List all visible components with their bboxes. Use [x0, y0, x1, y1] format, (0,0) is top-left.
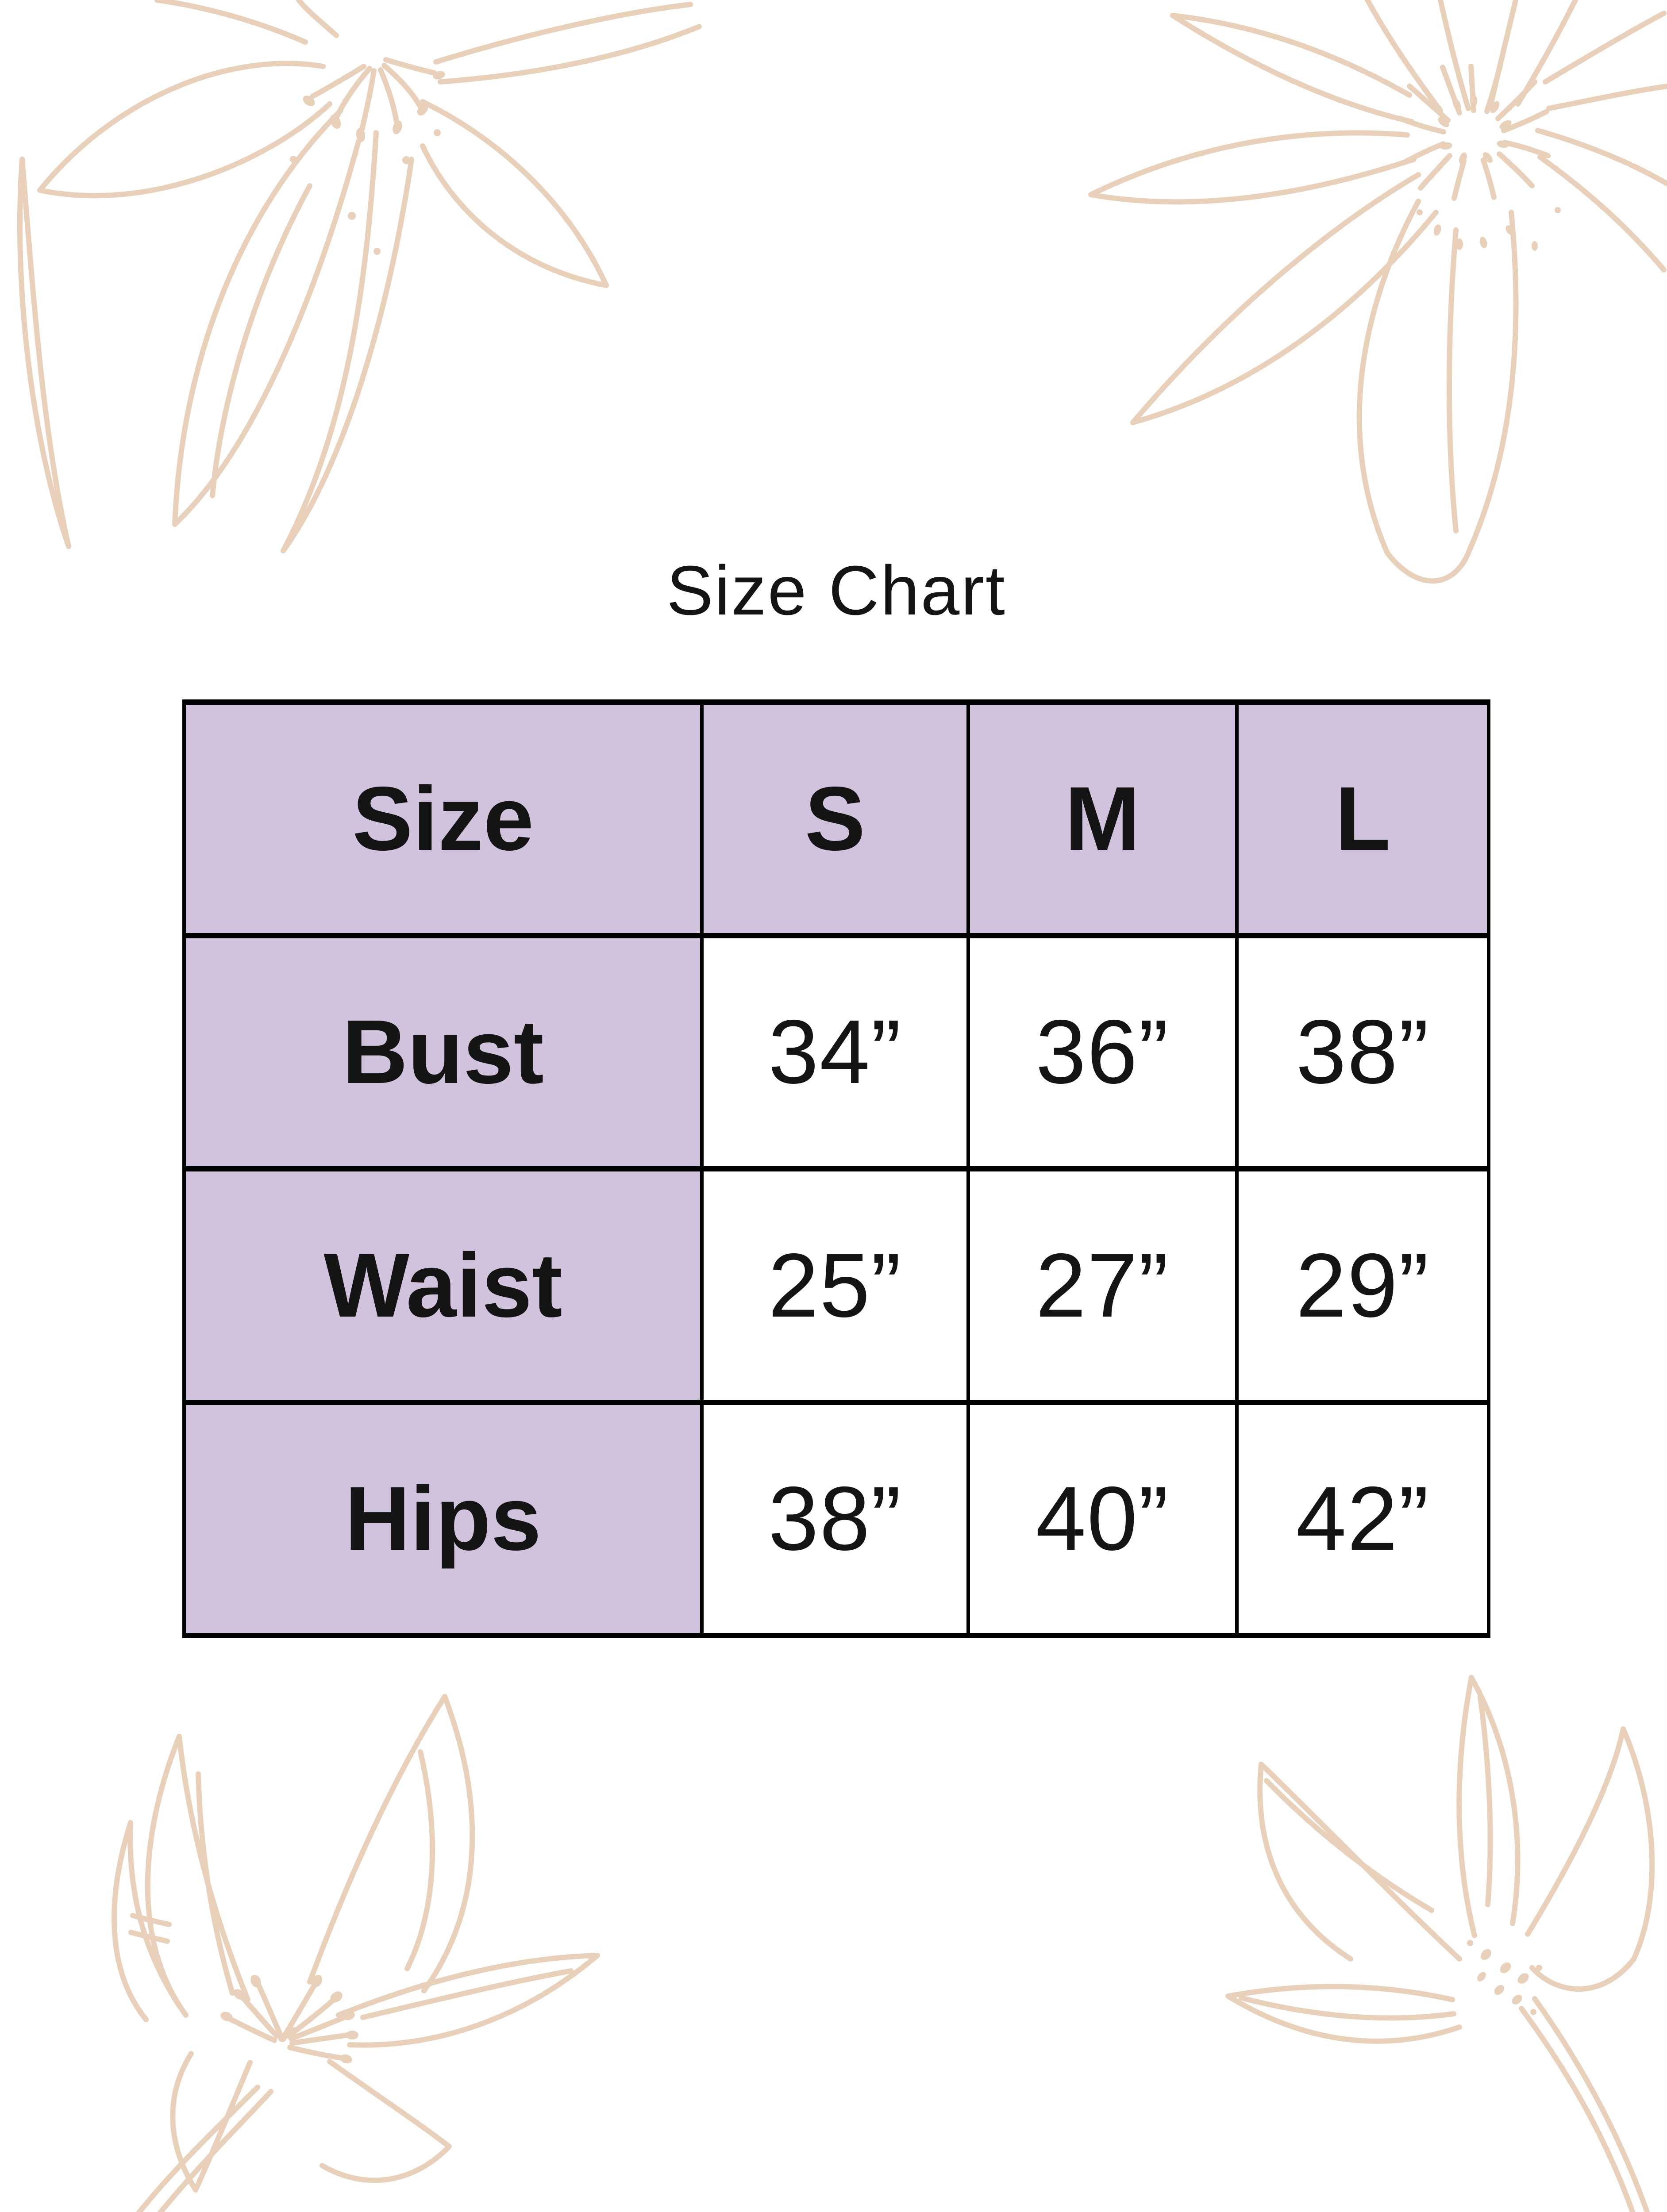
cell-bust-s: 34” [700, 933, 970, 1171]
flower-sketch-bottom-left-icon [112, 1694, 600, 2212]
cell-waist-m: 27” [966, 1166, 1239, 1405]
table-row-waist: Waist 25” 27” 29” [182, 1166, 1490, 1405]
header-cell-size: Size [182, 699, 704, 938]
cell-waist-s: 25” [700, 1166, 970, 1405]
cell-hips-m: 40” [966, 1399, 1239, 1638]
cell-hips-l: 42” [1235, 1399, 1490, 1638]
table-row-hips: Hips 38” 40” 42” [182, 1399, 1490, 1638]
cell-bust-m: 36” [966, 933, 1239, 1171]
row-label-hips: Hips [182, 1399, 704, 1638]
table-header-row: Size S M L [182, 699, 1490, 938]
row-label-bust: Bust [182, 933, 704, 1171]
size-chart-table: Size S M L Bust 34” 36” 38” Waist 25” 27… [182, 699, 1490, 1638]
page-title: Size Chart [666, 552, 1006, 630]
header-cell-s: S [700, 699, 970, 938]
flower-sketch-top-left-icon [17, 0, 702, 553]
header-cell-l: L [1235, 699, 1490, 938]
table-row-bust: Bust 34” 36” 38” [182, 933, 1490, 1171]
cell-hips-s: 38” [700, 1399, 970, 1638]
cell-waist-l: 29” [1235, 1166, 1490, 1405]
header-cell-m: M [966, 699, 1239, 938]
flower-sketch-bottom-right-icon [1225, 1675, 1655, 2212]
row-label-waist: Waist [182, 1166, 704, 1405]
cell-bust-l: 38” [1235, 933, 1490, 1171]
flower-sketch-top-right-icon [1088, 0, 1667, 584]
